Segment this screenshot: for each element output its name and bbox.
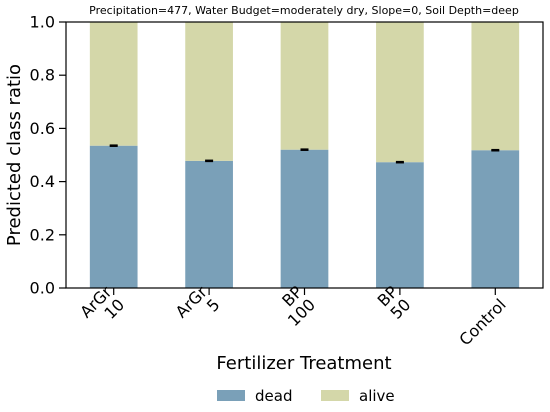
y-tick-label-4: 0.8 [30,66,55,85]
y-axis-title: Predicted class ratio [4,64,25,246]
bar-dead-0 [89,145,138,288]
x-tick-label-line-1-1: 5 [203,295,224,316]
bar-alive-3 [376,22,424,163]
legend-label-dead: dead [255,387,292,405]
legend: dead alive [217,387,395,405]
legend-label-alive: alive [359,387,395,405]
x-axis-title: Fertilizer Treatment [216,353,391,374]
bar-dead-4 [471,150,520,288]
x-tick-label-4: Control [455,295,509,349]
x-tick-label-line-4-0: Control [455,295,509,349]
bar-alive-1 [185,22,233,161]
y-tick-label-3: 0.6 [30,119,55,138]
legend-swatch-alive [321,390,349,401]
bar-dead-2 [280,149,329,288]
bar-alive-4 [471,22,520,151]
y-tick-label-1: 0.2 [30,225,55,244]
bar-dead-3 [376,162,424,288]
plot-area [65,21,544,289]
bar-alive-0 [89,22,138,146]
bar-alive-2 [280,22,329,150]
legend-swatch-dead [217,390,245,401]
y-axis: 0.0 0.2 0.4 0.6 0.8 1.0 [30,13,66,298]
y-tick-label-5: 1.0 [30,13,55,32]
y-tick-label-2: 0.4 [30,172,55,191]
bar-dead-1 [185,160,233,288]
chart-title: Precipitation=477, Water Budget=moderate… [89,4,519,17]
y-tick-label-0: 0.0 [30,279,55,298]
